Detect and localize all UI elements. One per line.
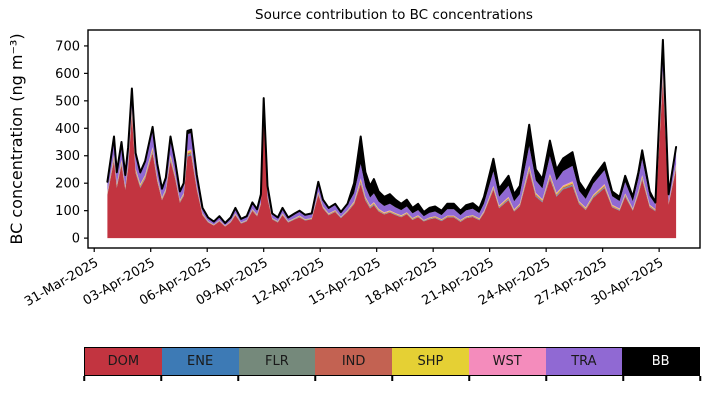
y-tick-label: 100 — [55, 204, 80, 219]
legend-label: TRA — [571, 354, 597, 369]
area-tra — [107, 46, 677, 226]
chart-title: Source contribution to BC concentrations — [255, 7, 533, 23]
legend-item-ind: IND — [315, 348, 392, 375]
legend-tick-mark — [699, 376, 701, 381]
legend-label: BB — [651, 354, 670, 369]
legend-item-shp: SHP — [392, 348, 469, 375]
legend-item-tra: TRA — [545, 348, 623, 375]
legend-ticks — [83, 376, 701, 382]
legend-item-ene: ENE — [161, 348, 239, 375]
legend-tick-mark — [391, 376, 393, 381]
legend-row: DOM ENE FLR IND SHP WST TRA BB — [84, 347, 700, 376]
y-tick-label: 200 — [55, 177, 80, 192]
legend-item-bb: BB — [622, 348, 699, 375]
y-tick-label: 500 — [55, 94, 80, 109]
legend-item-dom: DOM — [85, 348, 162, 375]
y-tick-label: 0 — [72, 232, 80, 247]
legend-label: WST — [492, 354, 522, 369]
legend-tick-mark — [314, 376, 316, 381]
legend-label: SHP — [417, 354, 444, 369]
legend-label: IND — [341, 354, 366, 369]
legend-item-wst: WST — [468, 348, 546, 375]
legend-tick-mark — [545, 376, 547, 381]
y-tick-label: 700 — [55, 39, 80, 54]
area-dom — [107, 81, 677, 239]
y-tick-label: 300 — [55, 149, 80, 164]
legend-tick-mark — [83, 376, 85, 381]
legend-label: FLR — [264, 354, 289, 369]
legend-label: DOM — [107, 354, 140, 369]
legend: DOM ENE FLR IND SHP WST TRA BB — [83, 347, 701, 382]
y-tick-label: 600 — [55, 67, 80, 82]
legend-tick-mark — [622, 376, 624, 381]
legend-item-flr: FLR — [238, 348, 316, 375]
legend-tick-mark — [160, 376, 162, 381]
total-line — [106, 38, 678, 224]
legend-tick-mark — [468, 376, 470, 381]
legend-tick-mark — [237, 376, 239, 381]
plot-frame — [87, 29, 701, 249]
legend-label: ENE — [187, 354, 214, 369]
y-tick-label: 400 — [55, 122, 80, 137]
